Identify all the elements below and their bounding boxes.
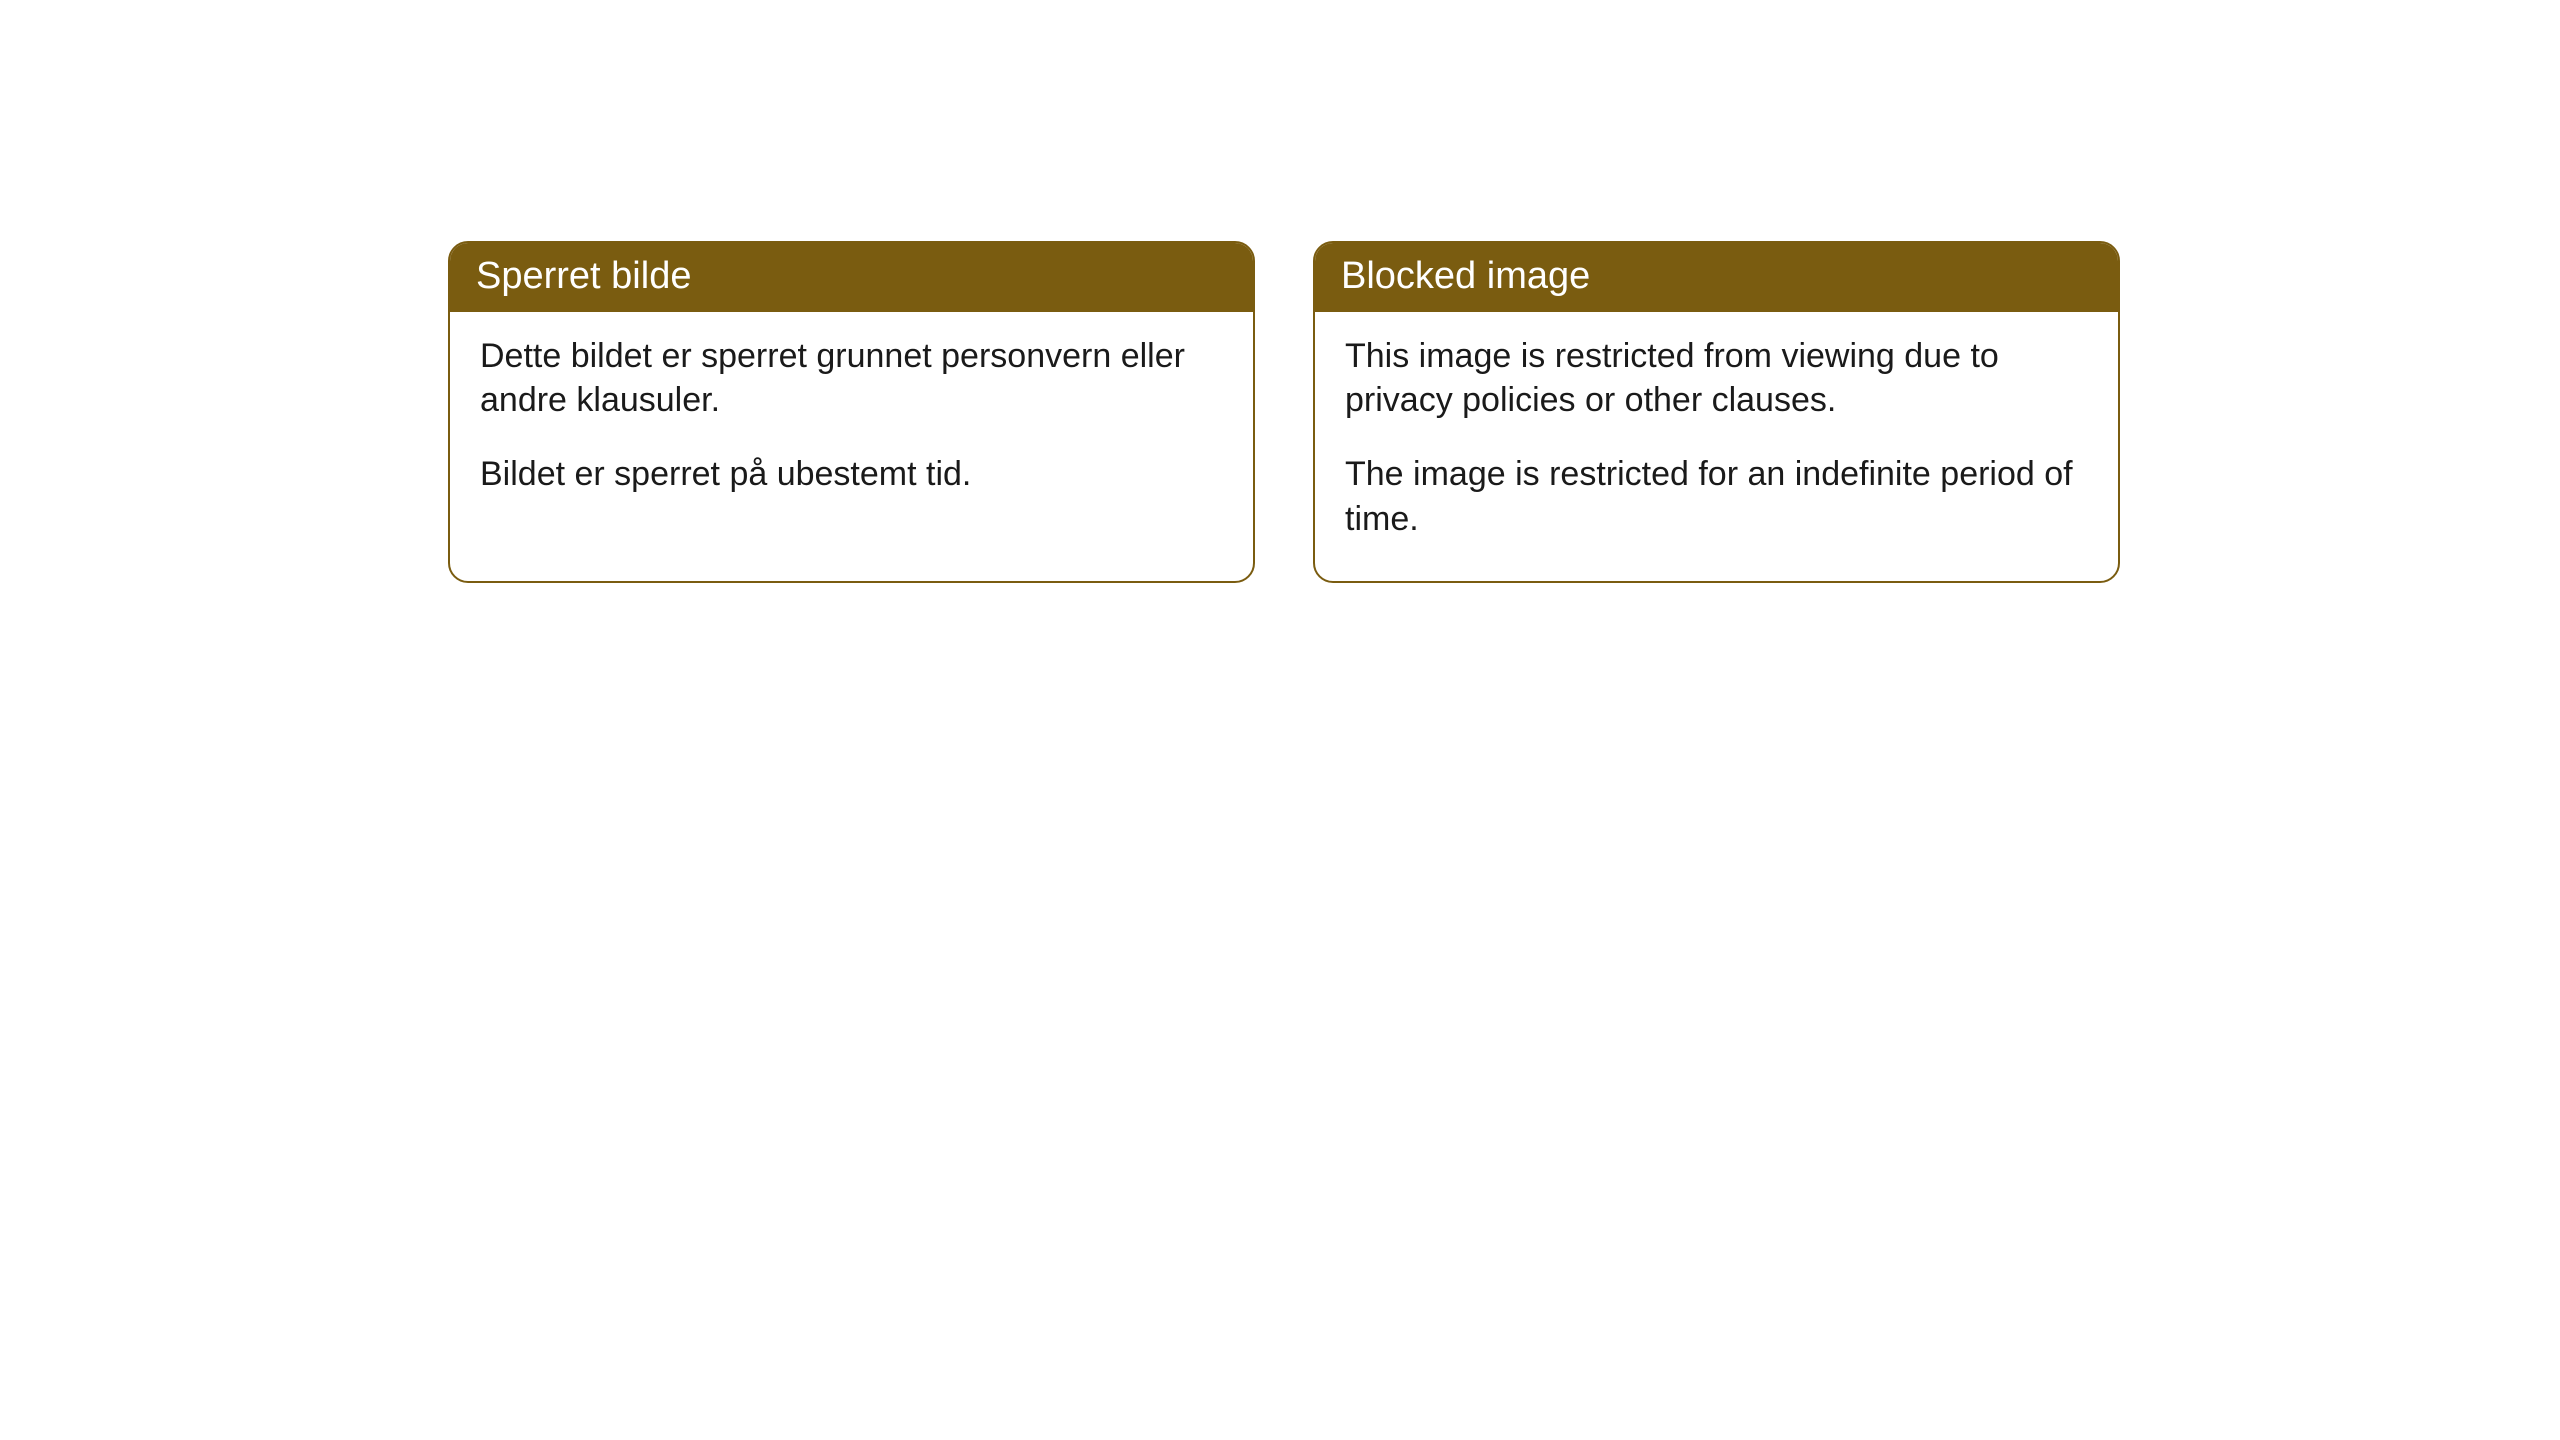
- cards-container: Sperret bilde Dette bildet er sperret gr…: [448, 241, 2120, 583]
- card-body: Dette bildet er sperret grunnet personve…: [450, 312, 1253, 537]
- blocked-image-card-norwegian: Sperret bilde Dette bildet er sperret gr…: [448, 241, 1255, 583]
- card-paragraph-2: Bildet er sperret på ubestemt tid.: [480, 452, 1223, 496]
- card-header: Sperret bilde: [450, 243, 1253, 312]
- card-paragraph-2: The image is restricted for an indefinit…: [1345, 452, 2088, 540]
- card-body: This image is restricted from viewing du…: [1315, 312, 2118, 581]
- blocked-image-card-english: Blocked image This image is restricted f…: [1313, 241, 2120, 583]
- card-title: Sperret bilde: [476, 255, 691, 297]
- card-paragraph-1: Dette bildet er sperret grunnet personve…: [480, 334, 1223, 422]
- card-paragraph-1: This image is restricted from viewing du…: [1345, 334, 2088, 422]
- card-header: Blocked image: [1315, 243, 2118, 312]
- card-title: Blocked image: [1341, 255, 1590, 297]
